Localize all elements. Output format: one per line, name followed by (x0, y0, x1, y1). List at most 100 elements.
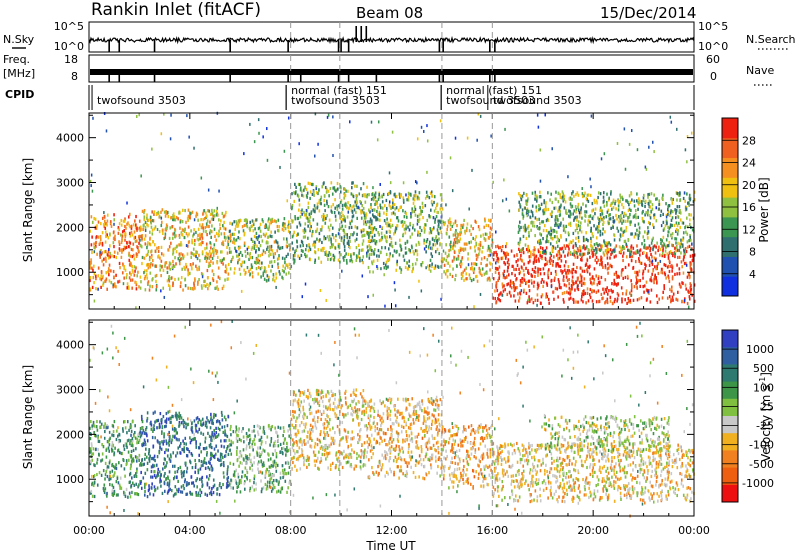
data-point (204, 247, 206, 251)
data-point (361, 203, 363, 208)
data-point (555, 272, 557, 276)
data-point (622, 197, 624, 201)
data-point (435, 239, 438, 243)
data-point (371, 192, 373, 197)
data-point (378, 195, 381, 199)
data-point (311, 229, 314, 234)
data-point (100, 459, 102, 463)
data-point (364, 200, 367, 204)
data-point (294, 217, 297, 221)
data-point (380, 238, 382, 242)
data-point (172, 212, 175, 216)
data-point (125, 226, 127, 230)
data-point (666, 265, 669, 269)
data-point (378, 192, 381, 197)
data-point (152, 463, 154, 467)
data-point (127, 244, 130, 249)
data-point (173, 475, 176, 479)
data-point (266, 245, 269, 249)
data-point (553, 229, 555, 233)
data-point (117, 231, 120, 235)
data-point (472, 268, 475, 272)
data-point (144, 226, 147, 230)
data-point (281, 227, 284, 231)
data-point (571, 252, 574, 256)
data-point (678, 248, 681, 253)
noise-point (332, 154, 334, 158)
data-point (533, 248, 536, 252)
data-point (376, 266, 379, 271)
data-point (338, 251, 341, 255)
data-point (147, 241, 149, 245)
data-point (210, 416, 212, 420)
data-point (182, 483, 185, 488)
data-point (387, 247, 390, 251)
data-point (606, 200, 608, 205)
data-point (591, 289, 594, 293)
data-point (391, 198, 394, 202)
data-point (288, 262, 291, 266)
noise-point (417, 240, 420, 244)
data-point (361, 209, 363, 213)
data-point (218, 229, 220, 233)
data-point (595, 300, 598, 304)
data-point (162, 467, 164, 471)
data-point (626, 244, 628, 248)
data-point (652, 225, 655, 229)
data-point (146, 461, 149, 465)
data-point (590, 236, 592, 240)
data-point (91, 220, 94, 224)
data-point (370, 252, 372, 256)
noise-point (670, 234, 673, 238)
data-point (148, 242, 151, 246)
data-point (488, 261, 491, 265)
data-point (213, 428, 215, 433)
data-point (107, 267, 110, 271)
data-point (130, 459, 133, 463)
data-point (630, 283, 633, 287)
data-point (653, 216, 655, 220)
data-point (217, 457, 219, 461)
data-point (449, 227, 452, 231)
data-point (565, 208, 567, 213)
data-point (539, 267, 542, 272)
data-point (594, 207, 597, 211)
data-point (332, 186, 335, 190)
data-point (676, 263, 678, 267)
data-point (135, 283, 138, 287)
data-point (677, 215, 680, 219)
data-point (649, 205, 652, 209)
data-point (101, 231, 104, 235)
data-point (153, 227, 156, 231)
data-point (183, 229, 186, 233)
data-point (474, 262, 476, 266)
data-point (89, 432, 92, 436)
data-point (546, 238, 548, 242)
power-y-label: Slant Range [km] (21, 158, 35, 262)
data-point (618, 216, 621, 220)
data-point (435, 215, 438, 219)
data-point (385, 266, 388, 271)
data-point (156, 486, 159, 490)
y-tick-label: 1000 (56, 266, 84, 279)
data-point (340, 238, 343, 243)
data-point (499, 299, 502, 303)
data-point (172, 494, 175, 498)
data-point (111, 433, 113, 437)
data-point (148, 457, 150, 461)
noise-point (265, 232, 267, 236)
data-point (226, 447, 228, 451)
data-point (495, 244, 497, 249)
data-point (545, 292, 548, 296)
data-point (167, 448, 169, 452)
cpid-segment-label: twofsound 3503 (446, 94, 535, 107)
data-point (561, 246, 564, 250)
data-point (124, 494, 127, 498)
data-point (529, 255, 532, 259)
data-point (539, 238, 542, 243)
data-point (688, 244, 691, 249)
data-point (128, 458, 130, 462)
data-point (551, 246, 554, 250)
data-point (170, 455, 172, 459)
data-point (139, 435, 142, 439)
